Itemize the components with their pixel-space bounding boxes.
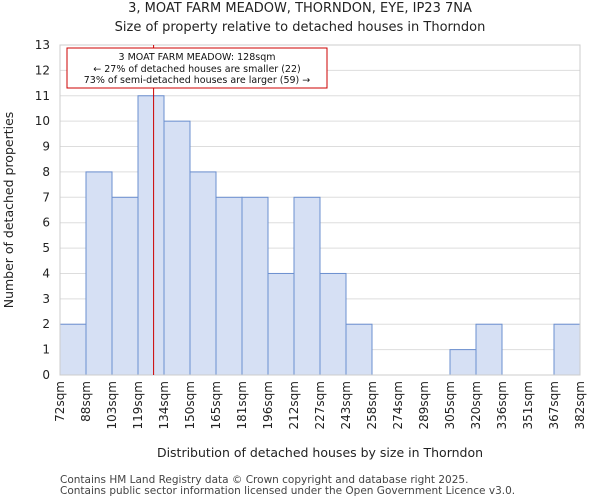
chart-title: 3, MOAT FARM MEADOW, THORNDON, EYE, IP23… bbox=[128, 1, 472, 16]
x-tick-label: 103sqm bbox=[105, 381, 119, 429]
x-tick-label: 212sqm bbox=[287, 381, 301, 429]
x-tick-label: 351sqm bbox=[521, 381, 535, 429]
plot-frame bbox=[59, 44, 581, 376]
y-tick-label: 13 bbox=[35, 38, 50, 52]
bar bbox=[189, 171, 217, 376]
y-tick-label: 4 bbox=[42, 266, 50, 280]
bar bbox=[267, 272, 295, 376]
x-tick-label: 336sqm bbox=[495, 381, 509, 429]
y-axis-label: Number of detached properties bbox=[1, 112, 16, 309]
chart-subtitle: Size of property relative to detached ho… bbox=[115, 20, 486, 35]
x-tick-label: 134sqm bbox=[157, 381, 171, 429]
y-tick-label: 10 bbox=[35, 114, 50, 128]
y-tick-label: 8 bbox=[42, 165, 50, 179]
y-tick-label: 5 bbox=[42, 241, 50, 255]
x-tick-label: 72sqm bbox=[53, 381, 67, 422]
x-axis-label: Distribution of detached houses by size … bbox=[157, 445, 483, 460]
bar bbox=[137, 95, 165, 376]
x-tick-label: 382sqm bbox=[573, 381, 587, 429]
bar bbox=[241, 196, 269, 376]
x-tick-labels: 72sqm 88sqm 103sqm 119sqm 134sqm 150sqm 165sqm… bbox=[53, 381, 587, 429]
x-tick-label: 150sqm bbox=[183, 381, 197, 429]
annotation-line-2: ← 27% of detached houses are smaller (22… bbox=[93, 64, 300, 75]
x-tick-label: 289sqm bbox=[417, 381, 431, 429]
bar bbox=[215, 196, 243, 376]
y-tick-label: 2 bbox=[42, 317, 50, 331]
x-tick-label: 258sqm bbox=[365, 381, 379, 429]
bar bbox=[319, 272, 347, 376]
bar bbox=[475, 323, 503, 376]
x-tick-label: 88sqm bbox=[79, 381, 93, 422]
bar bbox=[345, 323, 373, 376]
y-tick-label: 11 bbox=[35, 89, 50, 103]
x-tick-label: 196sqm bbox=[261, 381, 275, 429]
y-tick-label: 7 bbox=[42, 190, 50, 204]
y-tick-label: 12 bbox=[35, 63, 50, 77]
annotation-line-3: 73% of semi-detached houses are larger (… bbox=[84, 75, 311, 86]
x-tick-label: 243sqm bbox=[339, 381, 353, 429]
x-tick-label: 227sqm bbox=[313, 381, 327, 429]
bar bbox=[59, 323, 87, 376]
bar bbox=[111, 196, 139, 376]
bar bbox=[449, 349, 477, 376]
annotation-line-1: 3 MOAT FARM MEADOW: 128sqm bbox=[119, 52, 276, 63]
x-tick-label: 181sqm bbox=[235, 381, 249, 429]
x-tick-label: 367sqm bbox=[547, 381, 561, 429]
annotation-box: 3 MOAT FARM MEADOW: 128sqm ← 27% of deta… bbox=[66, 47, 328, 89]
bar bbox=[85, 171, 113, 376]
y-tick-label: 1 bbox=[42, 343, 50, 357]
x-tick-label: 165sqm bbox=[209, 381, 223, 429]
bar bbox=[163, 120, 191, 376]
footer-line-1: Contains HM Land Registry data © Crown c… bbox=[60, 474, 468, 486]
bar bbox=[293, 196, 321, 376]
x-tick-label: 119sqm bbox=[131, 381, 145, 429]
bar bbox=[553, 323, 581, 376]
y-tick-label: 6 bbox=[42, 216, 50, 230]
y-tick-label: 3 bbox=[42, 292, 50, 306]
x-tick-label: 320sqm bbox=[469, 381, 483, 429]
annotation-border bbox=[66, 47, 328, 89]
x-tick-label: 305sqm bbox=[443, 381, 457, 429]
x-tick-label: 274sqm bbox=[391, 381, 405, 429]
y-tick-label: 9 bbox=[42, 140, 50, 154]
y-tick-label: 0 bbox=[42, 368, 50, 382]
footer-line-2: Contains public sector information licen… bbox=[60, 485, 515, 497]
bars bbox=[59, 95, 581, 376]
